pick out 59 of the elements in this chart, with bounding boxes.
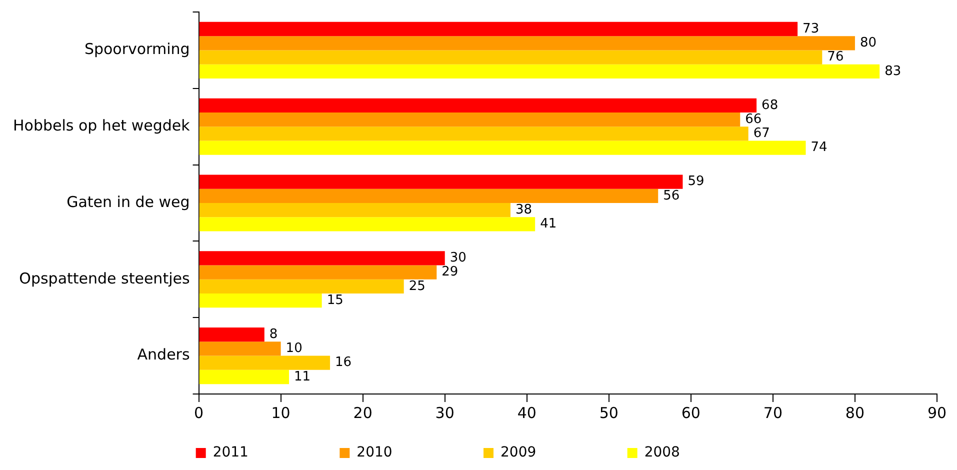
data-label: 68 <box>762 98 778 113</box>
y-tick-label: Spoorvorming <box>84 40 190 58</box>
x-tick-label: 70 <box>763 404 782 422</box>
x-tick-label: 60 <box>681 404 700 422</box>
data-label: 67 <box>753 126 770 142</box>
bar <box>199 36 855 50</box>
x-tick-label: 30 <box>435 404 454 422</box>
data-label: 10 <box>286 341 302 356</box>
x-tick-label: 50 <box>599 404 618 422</box>
data-label: 83 <box>884 64 902 79</box>
data-label: 76 <box>827 50 844 65</box>
data-label: 38 <box>515 202 532 218</box>
bar <box>199 203 510 218</box>
bar <box>199 50 822 64</box>
data-label: 73 <box>802 21 820 36</box>
bar <box>199 356 330 370</box>
y-tick-label: Opspattende steentjes <box>19 269 190 288</box>
data-label: 56 <box>663 188 680 204</box>
bar <box>199 328 264 342</box>
y-tick-label: Gaten in de weg <box>66 192 190 211</box>
data-label: 74 <box>810 140 828 156</box>
x-tick-label: 20 <box>353 404 372 422</box>
data-label: 11 <box>294 369 311 384</box>
x-tick-label: 10 <box>271 404 290 422</box>
bar <box>199 279 404 294</box>
y-tick-label: Anders <box>137 346 190 364</box>
data-label: 8 <box>269 326 278 342</box>
data-label: 16 <box>335 355 352 370</box>
legend-label: 2009 <box>500 444 608 461</box>
data-label: 41 <box>540 216 557 232</box>
legend-label: 2011 <box>212 444 320 461</box>
x-tick-label: 0 <box>194 404 204 422</box>
bar <box>199 174 683 189</box>
bar <box>199 217 536 232</box>
bar <box>199 112 740 127</box>
data-label: 59 <box>688 174 704 190</box>
bar <box>199 64 880 78</box>
bar <box>199 22 798 36</box>
y-tick-label: Hobbels op het wegdek <box>12 116 190 134</box>
data-label: 80 <box>860 36 877 51</box>
x-tick-label: 80 <box>845 404 865 422</box>
x-tick-label: 40 <box>517 404 536 422</box>
bar <box>199 370 290 384</box>
data-label: 15 <box>326 292 344 308</box>
data-label: 66 <box>745 112 762 127</box>
bar <box>199 342 281 356</box>
data-label: 25 <box>408 278 426 294</box>
bar <box>199 265 437 280</box>
bar <box>199 188 658 203</box>
data-label: 29 <box>442 264 458 280</box>
bar <box>199 251 445 266</box>
legend-label: 2010 <box>356 444 464 461</box>
x-tick-label: 90 <box>927 404 947 422</box>
legend-label: 2008 <box>644 444 752 461</box>
data-label: 30 <box>450 250 466 266</box>
bar <box>199 126 748 141</box>
bar <box>199 98 757 112</box>
bar <box>199 294 322 308</box>
bar <box>199 140 806 155</box>
